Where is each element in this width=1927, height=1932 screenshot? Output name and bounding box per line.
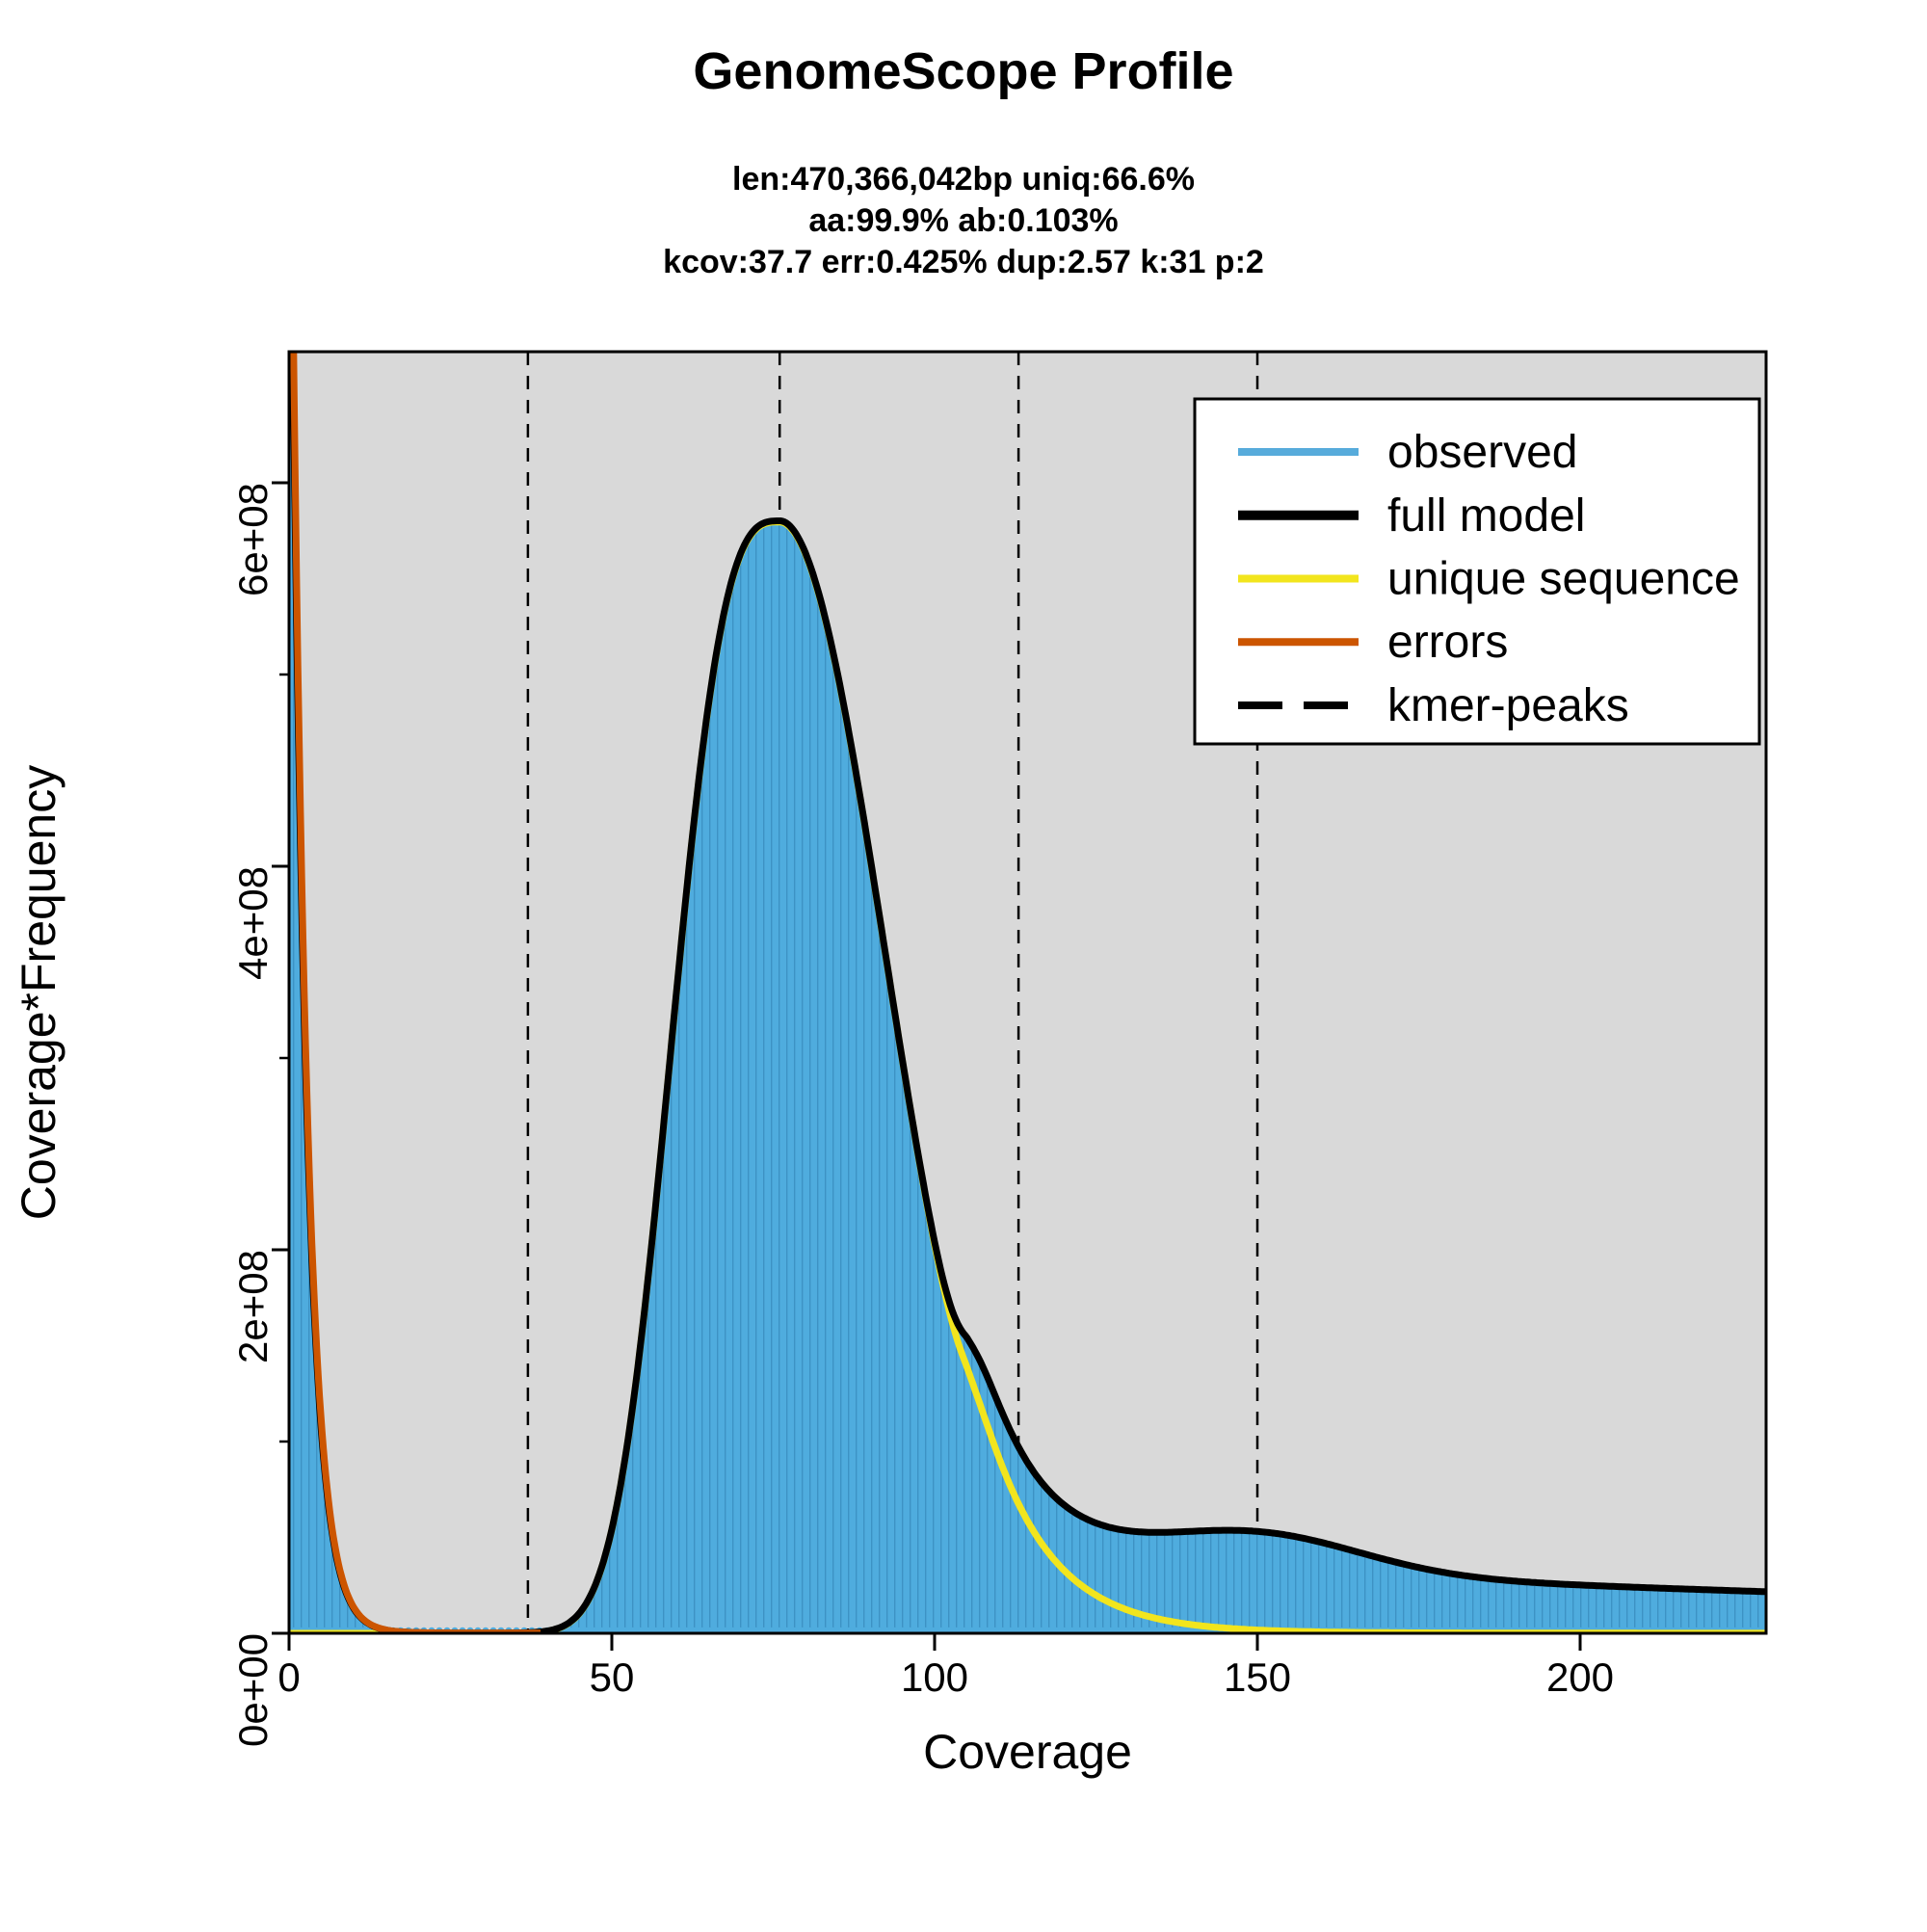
svg-text:0e+00: 0e+00 bbox=[230, 1633, 276, 1747]
svg-text:Coverage: Coverage bbox=[923, 1725, 1132, 1779]
svg-text:kmer-peaks: kmer-peaks bbox=[1387, 680, 1629, 731]
svg-text:full model: full model bbox=[1387, 490, 1585, 542]
svg-text:GenomeScope Profile: GenomeScope Profile bbox=[693, 42, 1233, 100]
svg-text:150: 150 bbox=[1224, 1654, 1291, 1700]
svg-text:errors: errors bbox=[1387, 617, 1508, 668]
svg-text:len:470,366,042bp uniq:66.6%: len:470,366,042bp uniq:66.6% bbox=[732, 161, 1195, 198]
svg-text:0: 0 bbox=[277, 1654, 300, 1700]
svg-text:100: 100 bbox=[901, 1654, 968, 1700]
svg-text:Coverage*Frequency: Coverage*Frequency bbox=[12, 765, 66, 1221]
svg-text:unique sequence: unique sequence bbox=[1387, 554, 1740, 605]
svg-text:200: 200 bbox=[1546, 1654, 1614, 1700]
svg-text:4e+08: 4e+08 bbox=[230, 866, 276, 980]
svg-text:6e+08: 6e+08 bbox=[230, 483, 276, 596]
svg-text:observed: observed bbox=[1387, 427, 1577, 478]
svg-text:aa:99.9% ab:0.103%: aa:99.9% ab:0.103% bbox=[808, 202, 1118, 239]
svg-text:50: 50 bbox=[590, 1654, 635, 1700]
svg-text:2e+08: 2e+08 bbox=[230, 1250, 276, 1363]
svg-text:kcov:37.7 err:0.425% dup:2.57: kcov:37.7 err:0.425% dup:2.57 k:31 p:2 bbox=[663, 244, 1264, 280]
